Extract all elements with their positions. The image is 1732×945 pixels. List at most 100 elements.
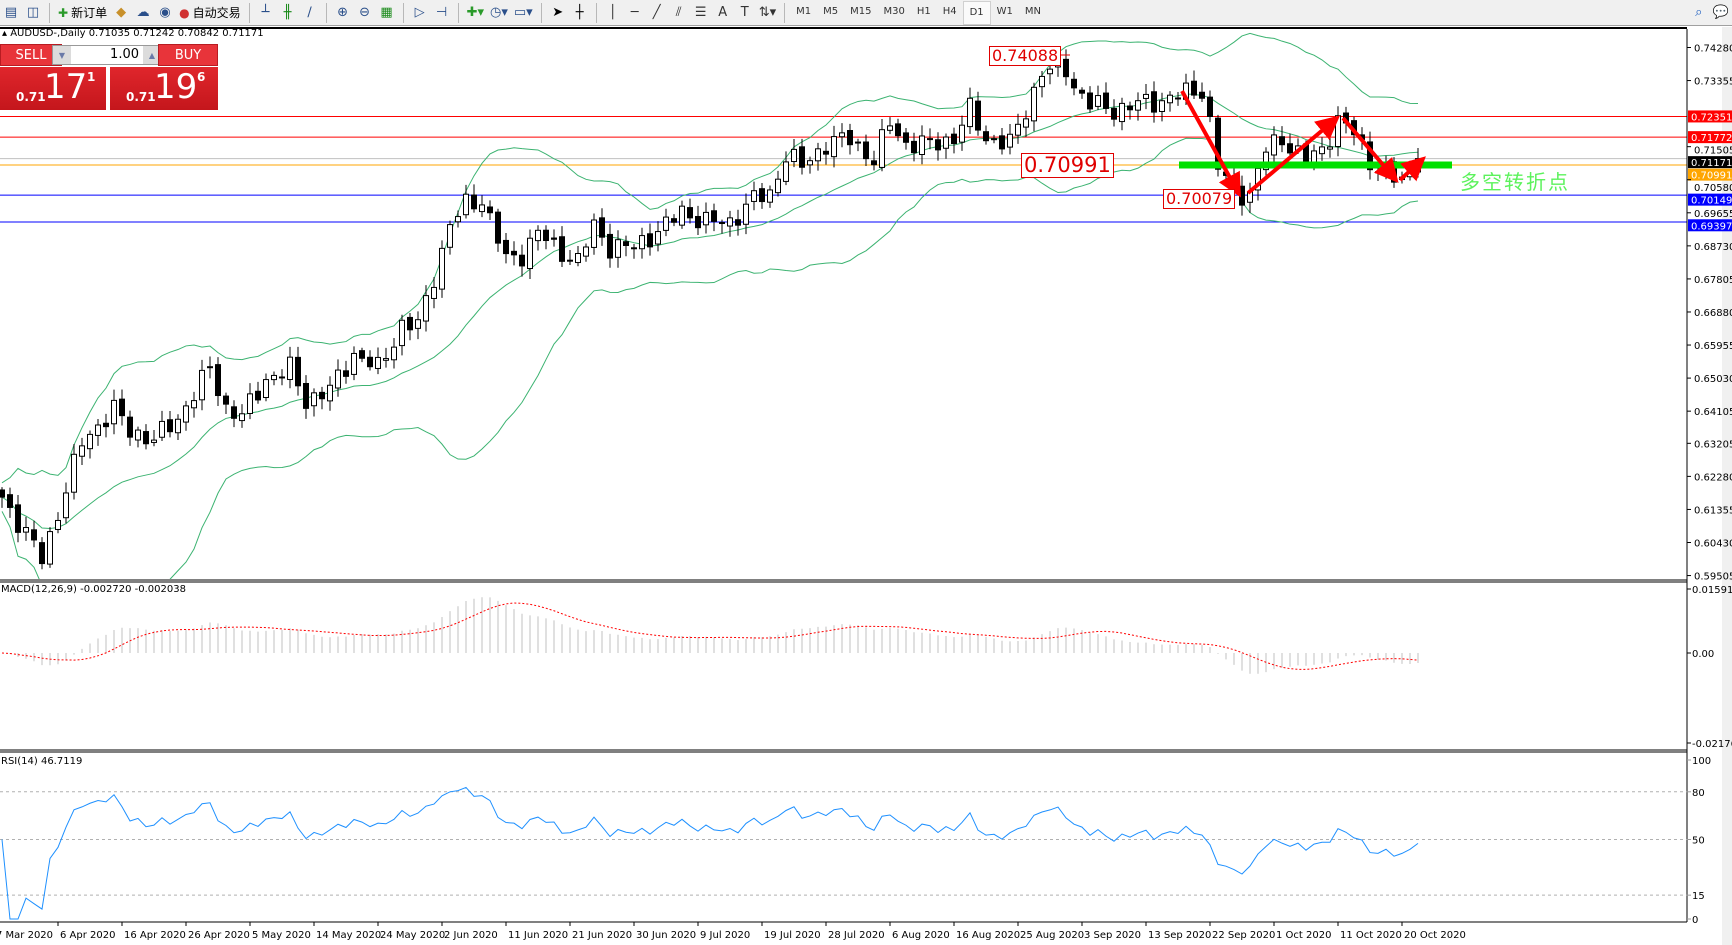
new-order-button[interactable]: ✚ 新订单 xyxy=(55,2,110,24)
bull-candle xyxy=(335,369,341,389)
zoom-out-icon[interactable]: ⊖ xyxy=(359,5,371,20)
bear-candle xyxy=(1279,136,1285,146)
text-label-icon[interactable]: T xyxy=(740,5,749,20)
sell-button[interactable]: SELL xyxy=(0,44,62,66)
bull-candle xyxy=(1143,93,1149,99)
timeframe-m15[interactable]: M15 xyxy=(850,6,872,17)
bear-candle xyxy=(1175,97,1181,100)
lot-size-input[interactable]: ▼ 1.00 ▲ xyxy=(52,45,162,65)
bull-candle xyxy=(767,189,773,203)
arrows-icon[interactable]: ⇅▾ xyxy=(758,5,777,20)
bull-candle xyxy=(431,286,437,299)
trendline-icon[interactable]: ╱ xyxy=(652,5,661,20)
bull-candle xyxy=(591,219,597,248)
bull-candle xyxy=(375,356,381,369)
chart-window[interactable] xyxy=(0,27,1687,925)
bear-candle xyxy=(119,398,125,417)
buy-price[interactable]: 0.71 19 6 xyxy=(110,67,218,110)
lot-decrease-icon[interactable]: ▼ xyxy=(53,46,71,64)
zoom-in-icon[interactable]: ⊕ xyxy=(337,5,349,20)
bull-candle xyxy=(263,379,269,399)
auto-trading-button[interactable]: ● 自动交易 xyxy=(176,2,244,24)
chart-shift-icon[interactable]: ⊣ xyxy=(435,5,448,20)
vertical-line-icon[interactable]: │ xyxy=(608,5,617,20)
timeframe-m30[interactable]: M30 xyxy=(883,6,905,17)
timeframe-mn[interactable]: MN xyxy=(1024,6,1042,17)
bear-candle xyxy=(255,390,261,401)
autoscroll-icon[interactable]: ▷ xyxy=(414,5,425,20)
profiles-icon[interactable]: ◫ xyxy=(26,5,40,20)
tile-windows-icon[interactable]: ▦ xyxy=(380,5,393,20)
sell-price[interactable]: 0.71 17 1 xyxy=(0,67,106,110)
new-chart-icon[interactable]: ▤ xyxy=(4,5,18,20)
timeframe-w1[interactable]: W1 xyxy=(996,6,1013,17)
bull-candle xyxy=(63,492,69,519)
signals-icon[interactable]: ◉ xyxy=(159,5,171,20)
lot-value[interactable]: 1.00 xyxy=(110,47,139,62)
pivot-text-annotation[interactable]: 多空转折点 xyxy=(1460,170,1570,194)
bull-candle xyxy=(447,224,453,248)
timeframe-h1[interactable]: H1 xyxy=(916,6,931,17)
timeframe-bar: M1 M5 M15 M30 H1 H4 D1 W1 MN xyxy=(790,0,1047,25)
cursor-icon[interactable]: ➤ xyxy=(552,5,564,20)
timeframe-m5[interactable]: M5 xyxy=(823,6,839,17)
chat-icon[interactable]: 💬 xyxy=(1712,5,1729,20)
bull-candle xyxy=(1263,151,1269,171)
bear-candle xyxy=(871,160,877,166)
horizontal-line-icon[interactable]: ─ xyxy=(630,5,639,20)
buy-price-prefix: 0.71 xyxy=(126,90,156,104)
equidistant-channel-icon[interactable]: ⫽ xyxy=(675,5,682,20)
collapse-triangle-icon[interactable]: ▴ xyxy=(2,28,11,39)
timeframe-h4[interactable]: H4 xyxy=(942,6,957,17)
toolbar: ▤ ◫ ✚ 新订单 ◆ ☁ ◉ ● 自动交易 ┴ ╫ ∕ ⊕ ⊖ ▦ ▷ ⊣ ✚▾ … xyxy=(0,0,1732,26)
price-line-label-bg xyxy=(1688,156,1732,169)
timeframe-d1[interactable]: D1 xyxy=(962,0,991,25)
date-label: 7 Mar 2020 xyxy=(0,930,53,941)
bull-candle xyxy=(751,190,757,202)
bull-candle xyxy=(919,135,925,156)
pivot-price-label[interactable]: 0.70991 xyxy=(1021,153,1114,179)
bull-candle xyxy=(311,392,317,407)
rsi-tick-label: 80 xyxy=(1692,788,1705,799)
price-tick-label: 0.73355 xyxy=(1694,77,1732,88)
bear-candle xyxy=(695,215,701,229)
bull-candle xyxy=(791,148,797,163)
bull-candle xyxy=(175,418,181,434)
date-label: 21 Jun 2020 xyxy=(572,930,632,941)
price-tick-label: 0.74280 xyxy=(1694,44,1732,55)
bull-candle xyxy=(575,253,581,264)
bull-candle xyxy=(191,400,197,409)
lot-increase-icon[interactable]: ▲ xyxy=(143,46,161,64)
bear-candle xyxy=(975,100,981,131)
high-price-label[interactable]: 0.74088 xyxy=(989,46,1062,66)
bull-candle xyxy=(159,420,165,438)
red-arrow xyxy=(1246,115,1341,195)
low-price-label[interactable]: 0.70079 xyxy=(1163,189,1236,209)
bear-candle xyxy=(367,356,373,368)
bear-candle xyxy=(7,494,13,508)
bull-candle xyxy=(479,204,485,213)
bear-candle xyxy=(855,141,861,144)
bear-candle xyxy=(1087,92,1093,110)
periods-clock-icon[interactable]: ◷▾ xyxy=(490,5,508,20)
templates-icon[interactable]: ▭▾ xyxy=(513,5,533,20)
date-label: 25 Aug 2020 xyxy=(1020,930,1084,941)
search-icon[interactable]: ⌕ xyxy=(1695,5,1703,20)
bull-candle xyxy=(271,374,277,381)
bar-chart-icon[interactable]: ┴ xyxy=(261,5,270,20)
line-chart-icon[interactable]: ∕ xyxy=(307,5,312,20)
text-icon[interactable]: A xyxy=(718,5,728,20)
crosshair-icon[interactable]: ┼ xyxy=(575,5,584,20)
metaeditor-icon[interactable]: ◆ xyxy=(116,5,127,20)
buy-button[interactable]: BUY xyxy=(158,44,218,66)
timeframe-m1[interactable]: M1 xyxy=(796,6,812,17)
candlestick-chart-icon[interactable]: ╫ xyxy=(283,5,292,20)
fibonacci-icon[interactable]: ☰ xyxy=(694,5,707,20)
navigator-icon[interactable]: ☁ xyxy=(136,5,150,20)
rsi-line xyxy=(1,786,1419,920)
bull-candle xyxy=(1015,123,1021,136)
price-line-label: 0.71171 xyxy=(1691,158,1732,169)
indicators-icon[interactable]: ✚▾ xyxy=(466,5,484,20)
sell-price-prefix: 0.71 xyxy=(16,90,46,104)
